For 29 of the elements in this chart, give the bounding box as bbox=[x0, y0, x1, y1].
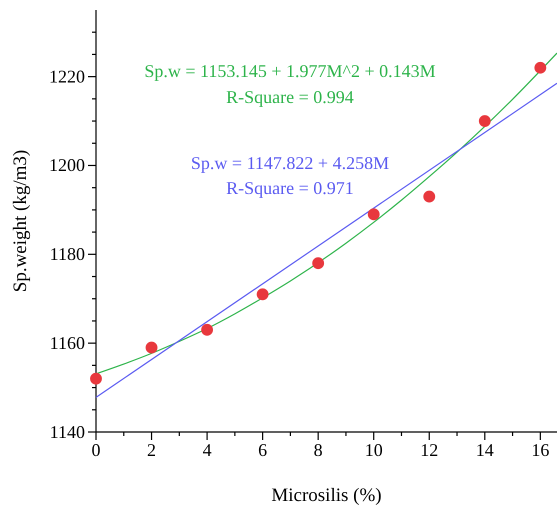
y-tick-label: 1200 bbox=[49, 155, 85, 176]
point bbox=[256, 288, 269, 300]
y-tick-label: 1220 bbox=[49, 66, 85, 86]
point bbox=[90, 372, 102, 385]
point bbox=[478, 115, 491, 127]
point bbox=[423, 190, 436, 202]
x-tick-label: 14 bbox=[476, 440, 494, 460]
point bbox=[146, 342, 158, 354]
x-tick-label: 6 bbox=[258, 440, 268, 460]
point bbox=[368, 208, 380, 220]
annotation: Sp.w = 1153.145 + 1.977M^2 + 0.143M bbox=[144, 61, 436, 81]
x-tick-label: 10 bbox=[364, 440, 383, 460]
y-axis-title: Sp.weight (kg/m3) bbox=[10, 150, 31, 292]
x-tick-label: 2 bbox=[147, 440, 156, 460]
x-tick-label: 0 bbox=[92, 440, 100, 460]
y-tick-label: 1140 bbox=[50, 422, 85, 442]
x-axis-title: Microsilis (%) bbox=[271, 485, 382, 506]
x-tick-label: 12 bbox=[420, 440, 438, 460]
x-tick-label: 8 bbox=[314, 440, 323, 460]
point bbox=[534, 62, 546, 74]
annotation: R-Square = 0.994 bbox=[226, 87, 354, 107]
x-tick-label: 4 bbox=[202, 440, 212, 460]
x-tick-label: 16 bbox=[531, 440, 550, 460]
y-tick-label: 1180 bbox=[50, 244, 85, 264]
point bbox=[312, 257, 324, 270]
y-tick-label: 1160 bbox=[50, 332, 85, 353]
annotation: R-Square = 0.971 bbox=[226, 178, 354, 198]
point bbox=[201, 324, 213, 336]
annotation: Sp.w = 1147.822 + 4.258M bbox=[190, 153, 390, 173]
